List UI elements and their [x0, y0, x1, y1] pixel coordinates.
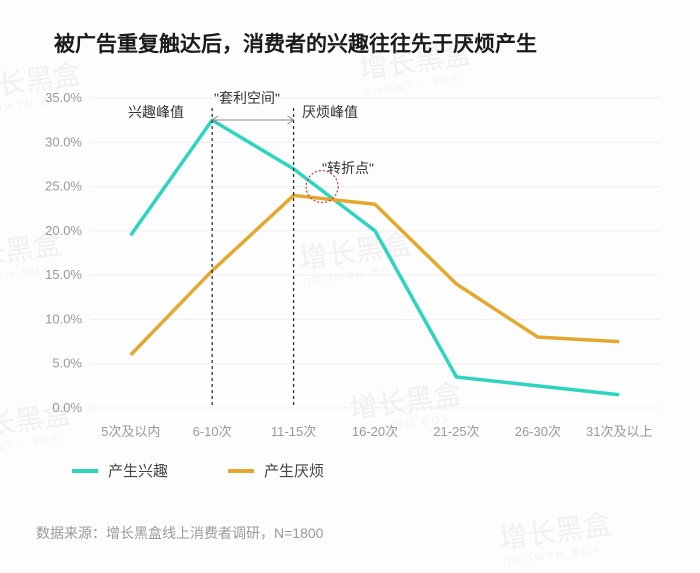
svg-text:25.0%: 25.0%	[45, 179, 82, 194]
annot-arbitrage: "套利空间"	[214, 88, 280, 108]
annot-interest-peak: 兴趣峰值	[128, 102, 184, 122]
legend: 产生兴趣 产生厌烦	[72, 460, 324, 481]
legend-item-interest: 产生兴趣	[72, 460, 168, 481]
chart-title: 被广告重复触达后，消费者的兴趣往往先于厌烦产生	[54, 28, 537, 58]
legend-swatch	[228, 469, 254, 473]
source-text: 数据来源：增长黑盒线上消费者调研，N=1800	[36, 523, 323, 543]
svg-text:16-20次: 16-20次	[352, 424, 398, 439]
svg-text:10.0%: 10.0%	[45, 311, 82, 326]
svg-text:15.0%: 15.0%	[45, 267, 82, 282]
annot-turning-point: "转折点"	[322, 158, 374, 178]
svg-text:21-25次: 21-25次	[433, 424, 479, 439]
line-chart: 0.0% 5.0% 10.0% 15.0% 20.0% 25.0% 30.0% 35.0% 5次…	[30, 78, 670, 448]
svg-text:5.0%: 5.0%	[52, 356, 82, 371]
svg-text:6-10次: 6-10次	[193, 424, 232, 439]
svg-text:31次及以上: 31次及以上	[586, 424, 652, 439]
watermark: 增长黑盒GROWTH BOX	[497, 502, 615, 568]
legend-label: 产生兴趣	[108, 460, 168, 481]
svg-text:26-30次: 26-30次	[515, 424, 561, 439]
svg-text:5次及以内: 5次及以内	[101, 424, 160, 439]
svg-text:30.0%: 30.0%	[45, 134, 82, 149]
legend-item-bored: 产生厌烦	[228, 460, 324, 481]
svg-text:0.0%: 0.0%	[52, 400, 82, 415]
annot-bored-peak: 厌烦峰值	[302, 102, 358, 122]
svg-text:20.0%: 20.0%	[45, 223, 82, 238]
legend-swatch	[72, 469, 98, 473]
svg-text:35.0%: 35.0%	[45, 90, 82, 105]
svg-text:11-15次: 11-15次	[271, 424, 316, 439]
legend-label: 产生厌烦	[264, 460, 324, 481]
